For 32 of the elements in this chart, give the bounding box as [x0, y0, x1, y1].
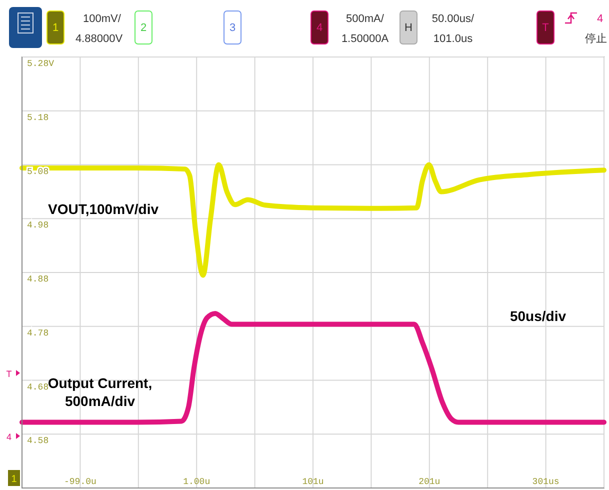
text: H: [404, 22, 413, 34]
text: T: [542, 22, 550, 34]
x-tick-label: 1.00u: [183, 477, 210, 487]
text: VOUT,100mV/div: [48, 201, 159, 217]
y-tick-label: 4.98: [27, 220, 49, 231]
x-tick-label: 201u: [418, 477, 440, 487]
text: 1.50000A: [341, 33, 390, 45]
text: 4: [6, 432, 12, 442]
x-tick-label: -99.0u: [64, 477, 96, 487]
y-tick-label: 4.58: [27, 436, 49, 446]
text: 100mV/: [83, 13, 122, 25]
text: 4: [316, 22, 323, 34]
y-tick-label: 4.68: [27, 382, 49, 392]
text: 50.00us/: [432, 13, 476, 25]
x-tick-label: 101u: [302, 477, 324, 487]
series-label: Output Current, 500mA/div: [48, 375, 152, 409]
text: 2: [140, 22, 147, 34]
text: 500mA/: [346, 13, 385, 25]
text: T: [6, 369, 12, 379]
text: 3: [229, 22, 236, 34]
text: 停止: [585, 32, 607, 45]
y-tick-label: 5.28V: [27, 59, 55, 69]
y-tick-label: 5.18: [27, 112, 49, 123]
text: 4: [596, 13, 604, 25]
y-tick-label: 4.88: [27, 274, 49, 284]
annotation: 50us/div: [510, 308, 566, 324]
text: 4.88000V: [75, 33, 124, 45]
y-tick-label: 4.78: [27, 328, 49, 338]
text: 1: [52, 22, 59, 34]
x-tick-label: 301us: [532, 477, 560, 487]
text: 101.0us: [433, 33, 474, 45]
text: 1: [11, 474, 18, 485]
